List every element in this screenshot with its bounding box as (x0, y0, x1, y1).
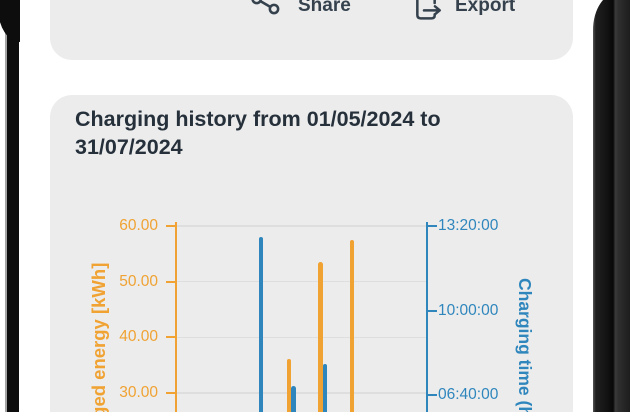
left-axis-tick-label: 50.00 (119, 272, 158, 290)
energy-bar (286, 358, 292, 412)
right-axis-tick (427, 309, 437, 312)
phone-left-bezel (7, 0, 19, 412)
right-axis-tick-label: 10:00:00 (438, 301, 499, 319)
phone-left-edge-highlight (5, 0, 7, 412)
right-axis-line (426, 222, 428, 412)
toolbar-card (50, 0, 573, 60)
left-axis-line (175, 222, 177, 412)
left-axis-tick-label: 30.00 (119, 384, 158, 402)
right-axis-tick (427, 225, 437, 227)
time-bar (291, 386, 296, 412)
right-axis-tick-label: 06:40:00 (438, 386, 499, 403)
left-axis-tick (166, 336, 176, 339)
phone-right-bezel (593, 0, 630, 412)
left-axis-tick-label: 60.00 (119, 217, 158, 234)
time-bar (322, 364, 328, 412)
export-icon (416, 0, 441, 20)
energy-bar (318, 261, 323, 412)
energy-bar (350, 239, 355, 412)
left-axis-tick (166, 280, 176, 283)
charging-history-card (50, 95, 573, 412)
share-button[interactable]: Share (250, 0, 354, 20)
left-axis-tick (166, 392, 176, 395)
left-axis-title: Charged energy [kWh] (88, 262, 109, 412)
gridline (177, 392, 426, 394)
export-button-label: Export (455, 0, 516, 16)
right-axis-tick-label: 13:20:00 (438, 217, 499, 234)
right-axis-tick (427, 394, 437, 396)
left-axis-tick (166, 225, 176, 227)
export-button[interactable]: Export (412, 0, 532, 20)
right-axis-title: Charging time (hh:mm:ss) (515, 278, 535, 412)
share-button-label: Share (298, 0, 351, 16)
gridline (177, 280, 426, 283)
share-icon (251, 0, 280, 15)
time-bar (258, 236, 264, 412)
chart-title: Charging history from 01/05/2024 to 31/0… (75, 107, 441, 159)
gridline (177, 225, 426, 227)
phone-top-left-corner (0, 0, 20, 42)
gridline (177, 336, 426, 339)
left-axis-tick-label: 40.00 (119, 328, 158, 346)
